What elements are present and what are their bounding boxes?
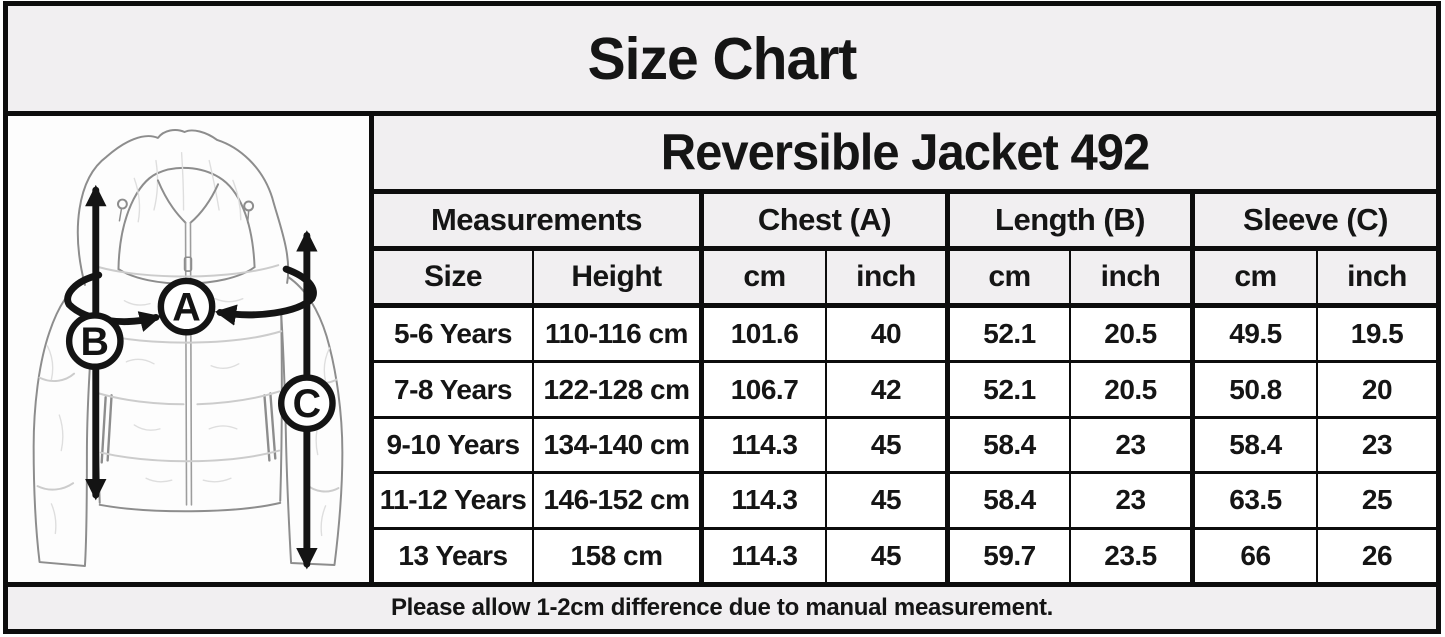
length-badge-circle (65, 312, 124, 370)
chest-arrow-right (214, 265, 317, 326)
table-row: 11-12 Years 146-152 cm 114.3 45 58.4 23 … (374, 474, 1436, 530)
sleeve-inch-cell: 19.5 (1350, 318, 1404, 350)
height-cell: 158 cm (534, 529, 704, 583)
col-header-size: Size (374, 251, 534, 303)
sleeve-cm-cell: 49.5 (1195, 308, 1318, 361)
size-cell: 7-8 Years (374, 363, 534, 416)
product-title: Reversible Jacket 492 (660, 124, 1150, 181)
length-cm-cell: 58.4 (950, 474, 1071, 527)
sub-header-row: Size Height cm inch cm inch cm inch (374, 251, 1436, 308)
sleeve-badge-letter: C (293, 382, 321, 426)
chest-inch-cell: 45 (827, 474, 950, 527)
chest-cm-cell: 106.7 (704, 363, 827, 416)
chest-cm-cell: 101.6 (704, 308, 827, 361)
group-header-row: Measurements Chest (A) Length (B) Sleeve… (374, 194, 1436, 251)
length-cm-cell: 59.7 (950, 529, 1071, 583)
chest-inch-cell: 40 (827, 308, 950, 361)
chest-inch-cell: 45 (827, 529, 950, 583)
col-header-length-inch: inch (1071, 251, 1195, 303)
chest-badge-letter: A (172, 285, 200, 329)
footer-note-bar: Please allow 1-2cm difference due to man… (8, 582, 1436, 629)
height-cell: 122-128 cm (534, 363, 704, 416)
chest-inch-cell: 42 (827, 363, 950, 416)
chest-cm-cell: 114.3 (704, 474, 827, 527)
table-row: 7-8 Years 122-128 cm 106.7 42 52.1 20.5 … (374, 363, 1436, 419)
chart-frame: Size Chart (3, 1, 1441, 634)
length-cm-cell: 58.4 (950, 418, 1071, 472)
col-header-height: Height (534, 251, 704, 303)
title-banner: Size Chart (8, 6, 1436, 116)
size-cell: 5-6 Years (374, 308, 534, 361)
size-cell: 9-10 Years (374, 418, 534, 472)
measure-arrows: A B C (64, 184, 336, 570)
length-badge-letter: B (81, 320, 109, 364)
sleeve-inch-cell: 25 (1361, 484, 1393, 516)
col-header-sleeve-cm: cm (1195, 251, 1318, 303)
chest-arrow-left (64, 271, 162, 332)
chest-badge-circle (157, 277, 216, 336)
col-header-length-cm: cm (950, 251, 1071, 303)
group-header-sleeve: Sleeve (C) (1195, 194, 1436, 246)
height-cell: 146-152 cm (534, 474, 704, 527)
jacket-diagram-cell: A B C (8, 116, 374, 582)
group-header-chest: Chest (A) (704, 194, 950, 246)
sleeve-cm-cell: 58.4 (1195, 418, 1318, 472)
height-cell: 110-116 cm (534, 308, 704, 361)
sleeve-cm-cell: 63.5 (1195, 474, 1318, 527)
product-header: Reversible Jacket 492 (374, 116, 1436, 194)
col-header-chest-cm: cm (704, 251, 827, 303)
page-title: Size Chart (587, 25, 858, 92)
col-header-sleeve-inch: inch (1318, 251, 1436, 303)
table-row: 9-10 Years 134-140 cm 114.3 45 58.4 23 5… (374, 418, 1436, 475)
length-cm-cell: 52.1 (950, 308, 1071, 361)
size-cell: 11-12 Years (374, 474, 534, 527)
chest-inch-cell: 45 (827, 418, 950, 472)
length-inch-cell: 20.5 (1071, 308, 1195, 361)
group-header-measurements: Measurements (374, 194, 704, 246)
length-cm-cell: 52.1 (950, 363, 1071, 416)
length-inch-cell: 23 (1071, 418, 1195, 472)
length-inch-cell: 20.5 (1071, 363, 1195, 416)
sleeve-inch-cell: 26 (1361, 539, 1393, 571)
chest-cm-cell: 114.3 (704, 418, 827, 472)
height-cell: 134-140 cm (534, 418, 704, 472)
sleeve-badge-circle (278, 374, 336, 433)
sleeve-inch-cell: 20 (1361, 373, 1393, 405)
col-header-chest-inch: inch (827, 251, 950, 303)
table-row: 5-6 Years 110-116 cm 101.6 40 52.1 20.5 … (374, 308, 1436, 364)
size-cell: 13 Years (374, 529, 534, 583)
main-area: A B C Reversible Jacket 492 Measurements… (8, 116, 1436, 583)
length-inch-cell: 23 (1071, 474, 1195, 527)
sleeve-inch-cell: 23 (1361, 429, 1393, 461)
chest-cm-cell: 114.3 (704, 529, 827, 583)
table-row: 13 Years 158 cm 114.3 45 59.7 23.5 66 26 (374, 529, 1436, 583)
sleeve-cm-cell: 66 (1195, 529, 1318, 583)
length-inch-cell: 23.5 (1071, 529, 1195, 583)
size-table: Reversible Jacket 492 Measurements Chest… (374, 116, 1436, 583)
footer-note: Please allow 1-2cm difference due to man… (390, 594, 1054, 621)
jacket-measurement-diagram: A B C (32, 129, 344, 570)
sleeve-cm-cell: 50.8 (1195, 363, 1318, 416)
group-header-length: Length (B) (950, 194, 1195, 246)
